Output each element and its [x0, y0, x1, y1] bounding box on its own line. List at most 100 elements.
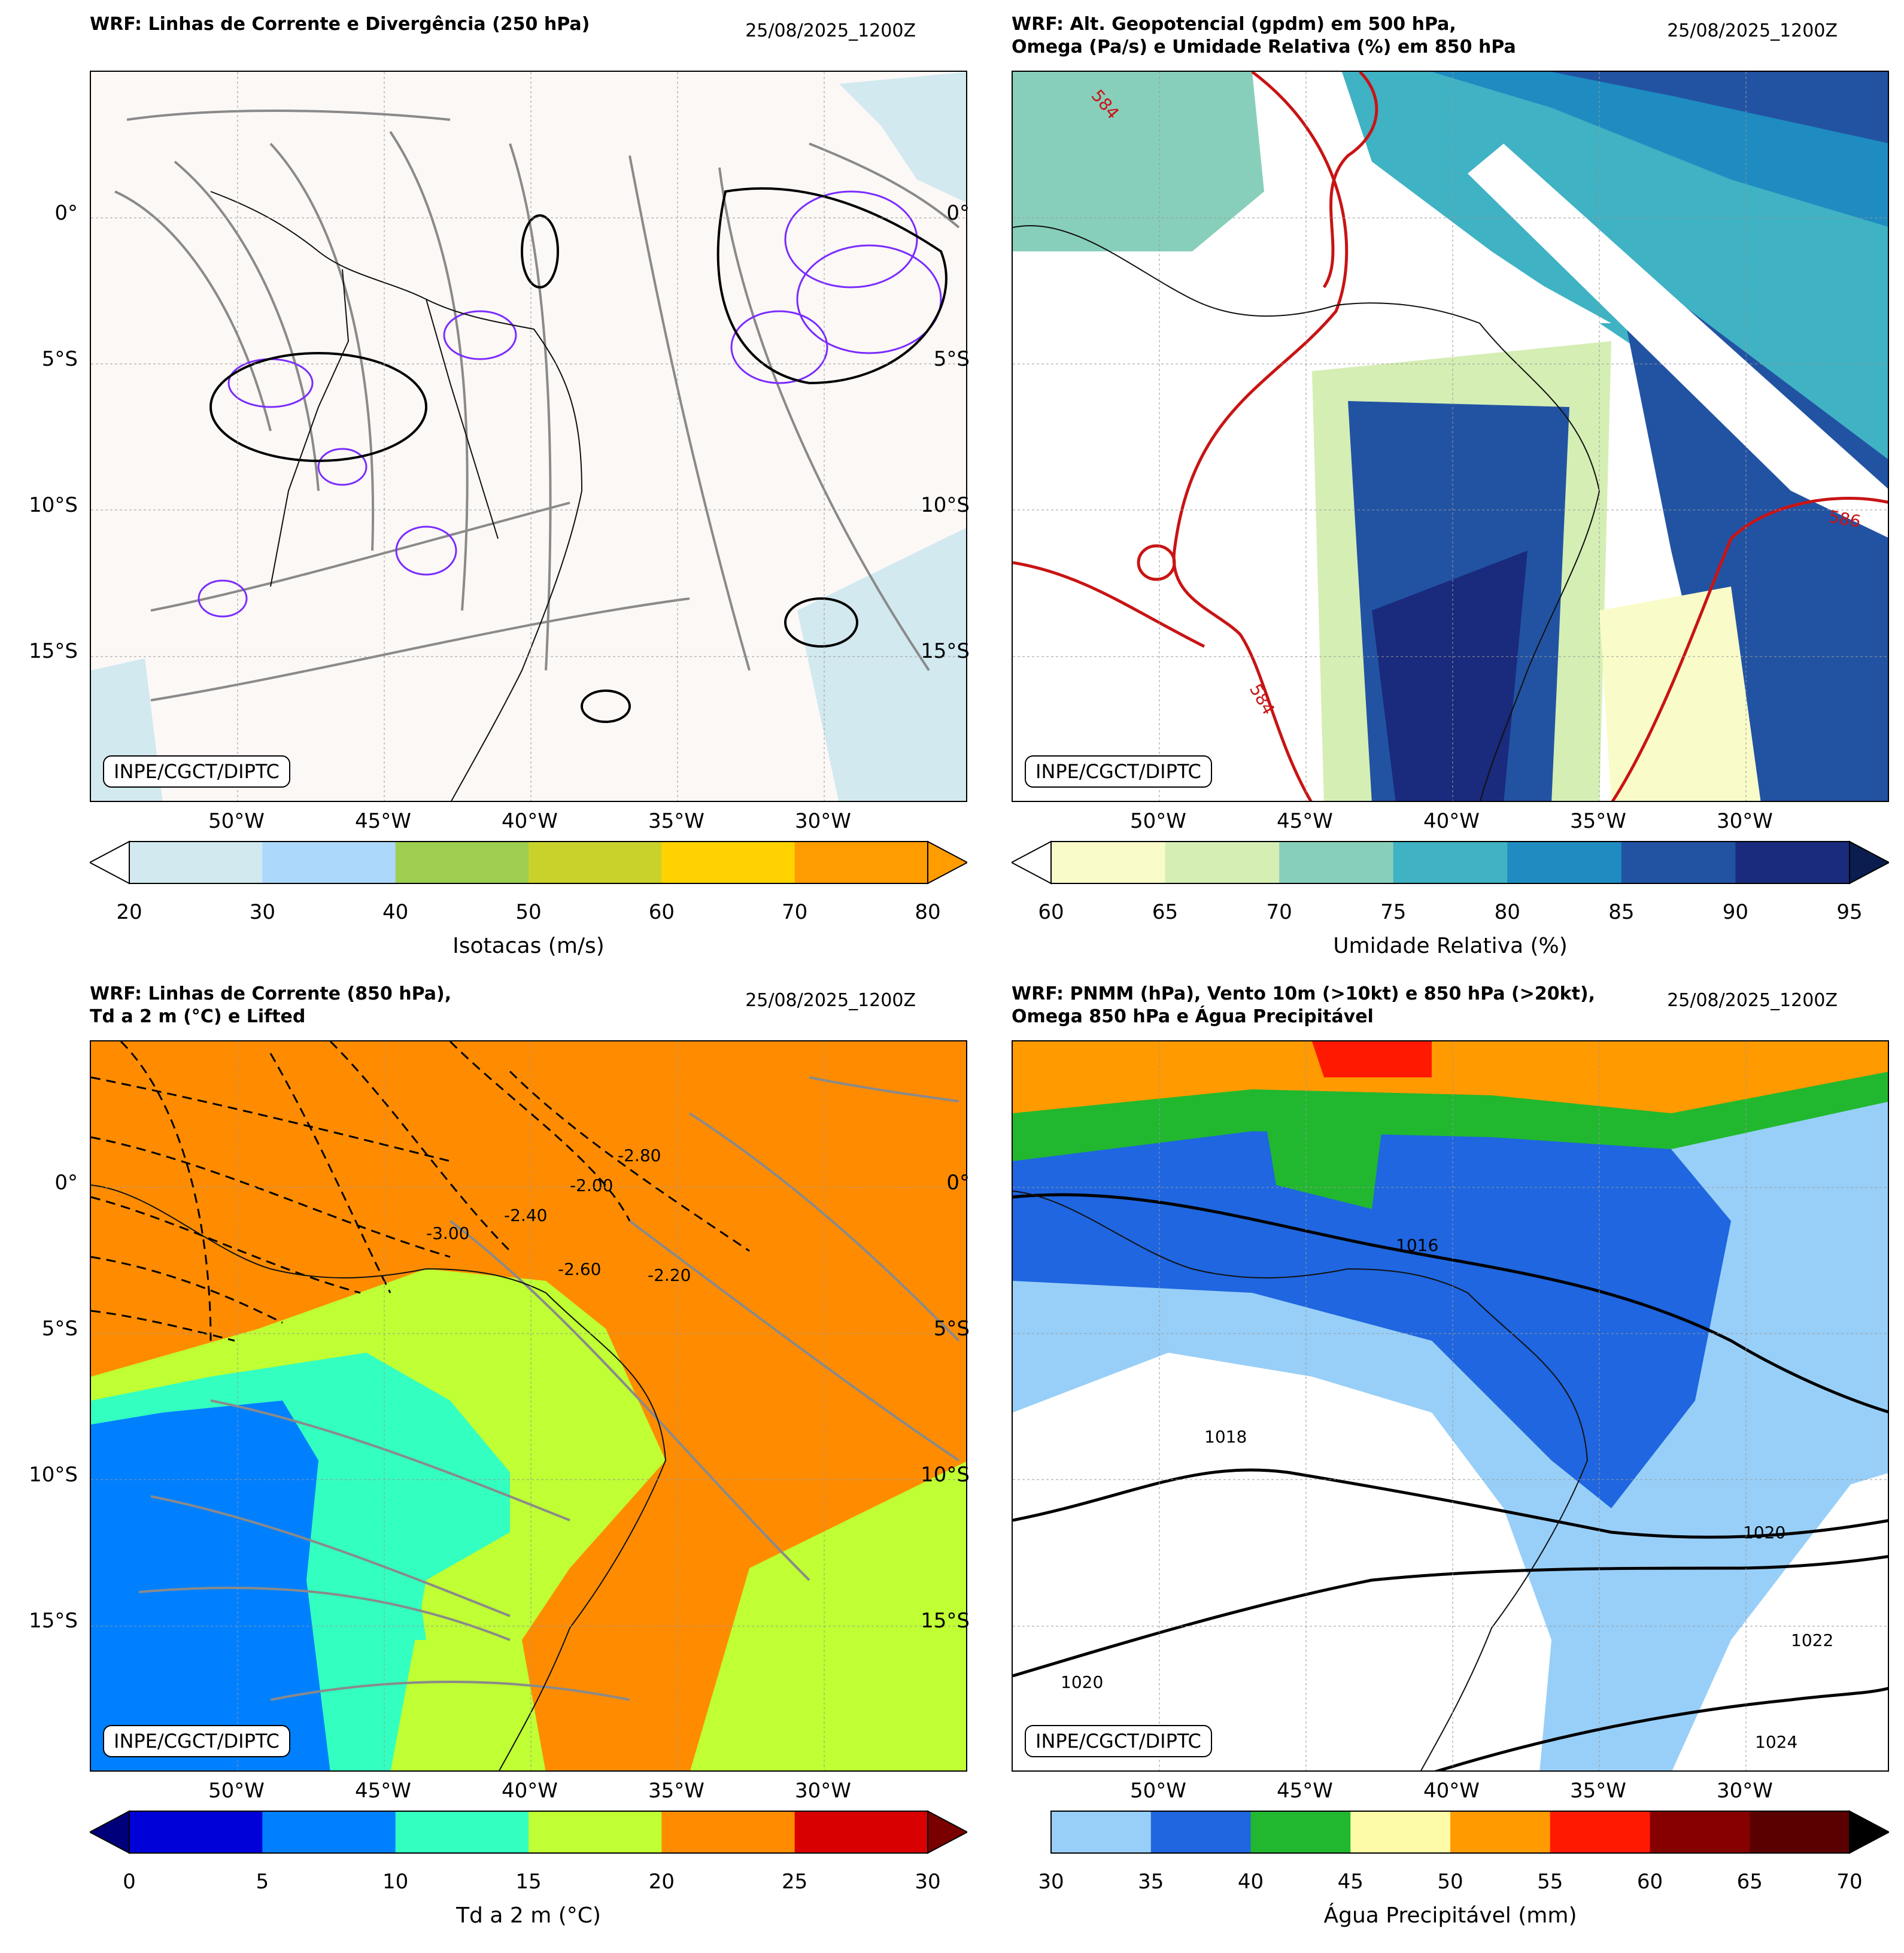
colorbar-extend-max: [1849, 1810, 1889, 1854]
panel-title: WRF: Linhas de Corrente e Divergência (2…: [90, 14, 590, 35]
credit-label: INPE/CGCT/DIPTC: [1025, 1725, 1212, 1757]
colorbar-segment: [1250, 1811, 1351, 1853]
lat-tick: 5°S: [41, 347, 78, 371]
colorbar: 30 35 40 45 50 55 60 65 70 Água Precipitável (mm): [1012, 1810, 1889, 1928]
lon-tick: 35°W: [1570, 1779, 1626, 1803]
panel-title: WRF: Linhas de Corrente (850 hPa), Td a …: [90, 983, 452, 1027]
colorbar-tick: 70: [1836, 1870, 1863, 1894]
lat-tick: 0°: [54, 201, 78, 225]
lat-tick: 15°S: [29, 1609, 78, 1633]
colorbar-extend-min: [1012, 840, 1052, 885]
colorbar-extend-min: [90, 1810, 130, 1854]
colorbar-segment: [129, 842, 263, 883]
colorbar-extend-min: [90, 840, 130, 885]
contour-label: -3.00: [426, 1223, 469, 1243]
lon-tick: 50°W: [1130, 1779, 1186, 1803]
lat-tick: 10°S: [921, 1463, 970, 1487]
lon-tick: 40°W: [502, 1779, 558, 1803]
panel-streamlines-850: WRF: Linhas de Corrente (850 hPa), Td a …: [0, 970, 967, 1945]
contour-label: 1020: [1743, 1523, 1785, 1542]
colorbar-segment: [1393, 842, 1508, 883]
colorbar-tick: 80: [1494, 900, 1520, 924]
colorbar-segment: [661, 842, 795, 883]
lon-tick: 50°W: [208, 1779, 265, 1803]
contour-label: -2.80: [618, 1146, 661, 1165]
lon-tick: 45°W: [1277, 1779, 1333, 1803]
colorbar-tick: 40: [382, 900, 409, 924]
panel-geopotential-500: WRF: Alt. Geopotencial (gpdm) em 500 hPa…: [921, 0, 1889, 976]
contour-label: -2.20: [648, 1265, 691, 1285]
lon-tick: 45°W: [355, 809, 411, 833]
colorbar-tick: 60: [648, 900, 675, 924]
panel-date: 25/08/2025_1200Z: [1667, 990, 1838, 1011]
panel-title: WRF: Alt. Geopotencial (gpdm) em 500 hPa…: [1012, 14, 1516, 57]
contour-label: 1016: [1396, 1235, 1438, 1255]
colorbar-graphic: [90, 1810, 967, 1854]
lat-tick: 5°S: [933, 347, 970, 371]
map-graphic: [91, 72, 966, 801]
panel-date: 25/08/2025_1200Z: [745, 20, 916, 41]
colorbar-frame: [129, 1811, 928, 1854]
colorbar-tick: 45: [1337, 1870, 1364, 1894]
colorbar-label: Água Precipitável (mm): [1323, 1903, 1577, 1928]
colorbar-tick: 80: [915, 900, 941, 924]
lon-tick: 35°W: [648, 809, 704, 833]
colorbar-tick: 65: [1736, 1870, 1763, 1894]
colorbar-segment: [262, 842, 396, 883]
colorbar-tick: 20: [116, 900, 142, 924]
map-graphic: 584 584 586: [1013, 72, 1888, 801]
panel-title: WRF: PNMM (hPa), Vento 10m (>10kt) e 850…: [1012, 983, 1596, 1027]
colorbar-tick: 50: [1437, 1870, 1463, 1894]
colorbar: 0 5 10 15 20 25 30 Td a 2 m (°C): [90, 1810, 967, 1928]
colorbar-segment: [1165, 842, 1280, 883]
lat-tick: 15°S: [29, 639, 78, 663]
map-graphic: -2.80 -2.60 -2.40 -2.20 -2.00 -3.00: [91, 1041, 966, 1770]
lon-tick: 45°W: [1277, 809, 1333, 833]
colorbar-tick: 30: [249, 900, 275, 924]
credit-label: INPE/CGCT/DIPTC: [103, 755, 290, 788]
lat-tick: 10°S: [29, 1463, 78, 1487]
lon-tick: 50°W: [1130, 809, 1186, 833]
lon-tick: 50°W: [208, 809, 265, 833]
colorbar-tick: 5: [256, 1870, 269, 1894]
lat-tick: 0°: [946, 1171, 970, 1195]
colorbar-tick: 50: [515, 900, 542, 924]
lat-tick: 15°S: [921, 639, 970, 663]
colorbar-tick: 75: [1380, 900, 1407, 924]
map-area: INPE/CGCT/DIPTC: [90, 71, 967, 802]
credit-label: INPE/CGCT/DIPTC: [1025, 755, 1212, 788]
panel-streamlines-250: WRF: Linhas de Corrente e Divergência (2…: [0, 0, 967, 976]
colorbar-tick: 30: [1038, 1870, 1064, 1894]
colorbar-segment: [1650, 1811, 1750, 1853]
colorbar-tick: 40: [1237, 1870, 1264, 1894]
colorbar-tick: 60: [1636, 1870, 1663, 1894]
colorbar-segment: [1621, 842, 1736, 883]
lat-tick: 5°S: [933, 1317, 970, 1341]
colorbar: 20 30 40 50 60 70 80 Isotacas (m/s): [90, 840, 967, 958]
colorbar-tick: 25: [782, 1870, 808, 1894]
colorbar-frame: [129, 841, 928, 884]
colorbar-segment: [262, 1811, 396, 1853]
colorbar-segment: [1350, 1811, 1451, 1853]
colorbar-segment: [1550, 1811, 1650, 1853]
lat-tick: 5°S: [41, 1317, 78, 1341]
colorbar-segment: [1150, 1811, 1251, 1853]
colorbar-graphic: [1012, 840, 1889, 885]
colorbar-segment: [794, 1811, 928, 1853]
lon-tick: 35°W: [1570, 809, 1626, 833]
lat-tick: 10°S: [921, 493, 970, 517]
contour-label: -2.60: [558, 1259, 601, 1279]
map-area: 1018 1020 1020 1022 1024 1016 INPE/CGCT/…: [1012, 1040, 1889, 1772]
map-area: 584 584 586 INPE/CGCT/DIPTC: [1012, 71, 1889, 802]
colorbar: 60 65 70 75 80 85 90 95 Umidade Relativa (%): [1012, 840, 1889, 958]
lat-tick: 10°S: [29, 493, 78, 517]
colorbar-graphic: [90, 840, 967, 885]
colorbar-segment: [1450, 1811, 1551, 1853]
colorbar-segment: [1051, 842, 1166, 883]
contour-label: -2.00: [570, 1176, 613, 1195]
colorbar-graphic: [1050, 1810, 1889, 1854]
lon-tick: 30°W: [1717, 809, 1773, 833]
colorbar-segment: [395, 842, 529, 883]
panel-date: 25/08/2025_1200Z: [1667, 20, 1838, 41]
lon-tick: 40°W: [502, 809, 558, 833]
